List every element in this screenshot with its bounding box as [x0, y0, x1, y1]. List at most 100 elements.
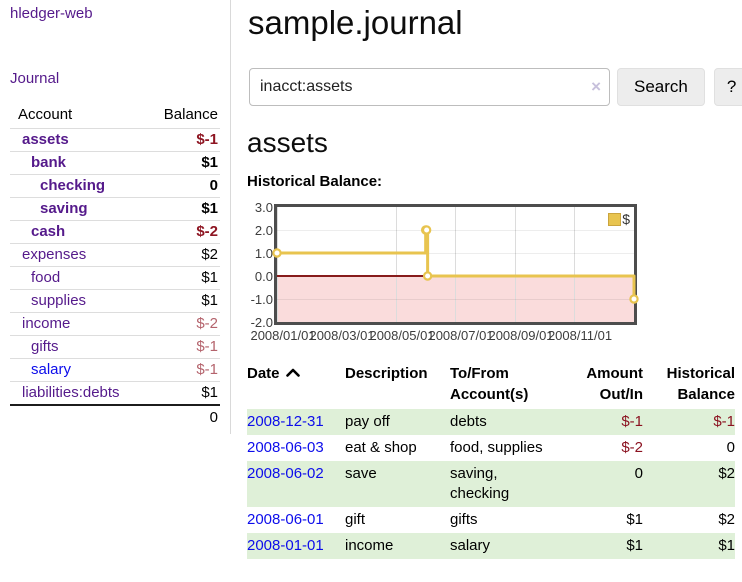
register-header-date[interactable]: Date [247, 361, 345, 409]
account-balance: $1 [201, 200, 218, 217]
sidebar-account-cash[interactable]: cash [31, 223, 66, 240]
account-row: saving $1 [10, 197, 220, 220]
transaction-description: pay off [345, 413, 390, 430]
transaction-description: save [345, 465, 377, 482]
sidebar-item-journal[interactable]: Journal [10, 70, 60, 87]
register-header-row: Date Description To/From Account(s) Amou… [247, 361, 735, 409]
account-balance: $2 [201, 246, 218, 263]
register-table: Date Description To/From Account(s) Amou… [247, 361, 735, 559]
y-tick-label: 3.0 [254, 200, 273, 215]
transaction-accounts: debts [450, 413, 487, 430]
account-row: food $1 [10, 266, 220, 289]
sidebar-account-income[interactable]: income [22, 315, 71, 332]
register-row[interactable]: 2008-06-01 gift gifts $1 $2 [247, 507, 735, 533]
sidebar-account-saving[interactable]: saving [40, 200, 88, 217]
balance-line-series [272, 225, 639, 304]
sidebar-account-food[interactable]: food [31, 269, 61, 286]
transaction-date-link[interactable]: 2008-06-03 [247, 439, 324, 456]
x-tick-label: 2008/11/01 [547, 328, 613, 343]
chart-title: Historical Balance: [247, 173, 383, 190]
account-balance: $1 [201, 154, 218, 171]
account-row: cash $-2 [10, 220, 220, 243]
chart-y-axis-labels: 3.0 2.0 1.0 0.0 -1.0 -2.0 [247, 200, 273, 330]
transaction-balance: $2 [718, 511, 735, 528]
search-button[interactable]: Search [617, 68, 705, 106]
transaction-date-link[interactable]: 2008-12-31 [247, 413, 324, 430]
transaction-description: gift [345, 511, 366, 528]
sort-ascending-icon [285, 368, 300, 377]
account-heading: assets [247, 127, 328, 158]
gridline [574, 207, 575, 322]
transaction-balance: $-1 [713, 413, 735, 430]
transaction-date-link[interactable]: 2008-06-01 [247, 511, 324, 528]
help-button[interactable]: ? [713, 68, 742, 106]
register-header-date-label: Date [247, 365, 280, 382]
transaction-balance: 0 [726, 439, 735, 456]
account-balance: $1 [201, 269, 218, 286]
balance-column-header: Balance [163, 106, 218, 123]
accounts-table-header: Account Balance [10, 101, 220, 128]
x-tick-label: 2008/05/01 [369, 328, 435, 343]
gridline [277, 253, 634, 254]
account-balance: $-2 [196, 223, 218, 240]
account-balance: $-2 [196, 315, 218, 332]
transaction-amount: 0 [634, 465, 643, 482]
account-row: expenses $2 [10, 243, 220, 266]
search-form: × Search ? [249, 68, 742, 106]
transaction-amount: $-2 [621, 439, 643, 456]
transaction-balance: $1 [718, 537, 735, 554]
sidebar-account-liabilities-debts[interactable]: liabilities:debts [22, 384, 120, 401]
sidebar-account-expenses[interactable]: expenses [22, 246, 87, 263]
transaction-description: eat & shop [345, 439, 417, 456]
y-tick-label: 0.0 [254, 269, 273, 284]
transaction-date-link[interactable]: 2008-06-02 [247, 465, 324, 482]
sidebar-account-supplies[interactable]: supplies [31, 292, 87, 309]
register-row[interactable]: 2008-12-31 pay off debts $-1 $-1 [247, 409, 735, 435]
gridline [277, 299, 634, 300]
account-column-header: Account [18, 106, 73, 123]
register-row[interactable]: 2008-01-01 income salary $1 $1 [247, 533, 735, 559]
y-tick-label: -1.0 [250, 292, 273, 307]
transaction-accounts: salary [450, 537, 491, 554]
x-tick-label: 2008/03/01 [309, 328, 375, 343]
register-header-balance: Historical Balance [666, 365, 735, 403]
account-row: gifts $-1 [10, 335, 220, 358]
accounts-total-value: 0 [209, 409, 218, 426]
transaction-accounts: gifts [450, 511, 478, 528]
transaction-date-link[interactable]: 2008-01-01 [247, 537, 324, 554]
gridline [277, 207, 278, 322]
account-row: assets $-1 [10, 128, 220, 151]
account-balance: $-1 [196, 361, 218, 378]
account-balance: 0 [209, 177, 218, 194]
account-row: liabilities:debts $1 [10, 381, 220, 404]
brand-link[interactable]: hledger-web [10, 5, 93, 22]
chart-legend: $ [608, 211, 630, 227]
y-tick-label: -2.0 [250, 315, 273, 330]
chart-plot-area[interactable]: $ [272, 204, 639, 325]
x-tick-label: 2008/07/01 [428, 328, 494, 343]
transaction-balance: $2 [718, 465, 735, 482]
sidebar-account-bank[interactable]: bank [31, 154, 67, 171]
transaction-accounts: food, supplies [450, 439, 543, 456]
legend-swatch-icon [608, 212, 622, 226]
x-tick-label: 2008/01/01 [250, 328, 316, 343]
sidebar-account-checking[interactable]: checking [40, 177, 106, 194]
account-row: checking 0 [10, 174, 220, 197]
transaction-amount: $-1 [621, 413, 643, 430]
y-tick-label: 2.0 [254, 223, 273, 238]
page-title: sample.journal [248, 4, 463, 41]
account-row: bank $1 [10, 151, 220, 174]
search-input[interactable] [249, 68, 610, 106]
gridline [515, 207, 516, 322]
sidebar-account-salary[interactable]: salary [31, 361, 72, 378]
register-row[interactable]: 2008-06-02 save saving, checking 0 $2 [247, 461, 735, 507]
sidebar-account-gifts[interactable]: gifts [31, 338, 59, 355]
clear-search-icon[interactable]: × [591, 77, 601, 96]
transaction-amount: $1 [626, 537, 643, 554]
account-row: salary $-1 [10, 358, 220, 381]
register-row[interactable]: 2008-06-03 eat & shop food, supplies $-2… [247, 435, 735, 461]
gridline [455, 207, 456, 322]
account-balance: $-1 [196, 338, 218, 355]
sidebar-account-assets[interactable]: assets [22, 131, 69, 148]
